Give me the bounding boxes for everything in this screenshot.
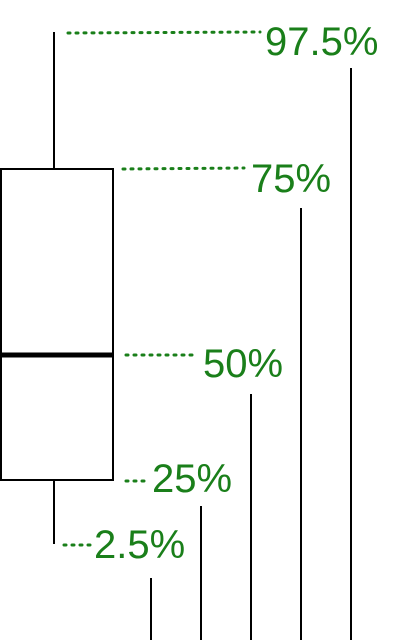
leader-lines: [62, 30, 262, 547]
label-25: 25%: [152, 457, 232, 501]
label-97-5: 97.5%: [265, 20, 378, 64]
leader-97-5: [66, 30, 262, 35]
percentile-labels: 97.5% 75% 50% 25% 2.5%: [94, 20, 378, 567]
leader-75: [121, 166, 246, 171]
label-50: 50%: [203, 342, 283, 386]
label-2-5: 2.5%: [94, 523, 185, 567]
arrows: [150, 68, 352, 640]
label-75: 75%: [251, 157, 331, 201]
interquartile-box: [0, 168, 114, 481]
boxplot: [0, 32, 114, 544]
